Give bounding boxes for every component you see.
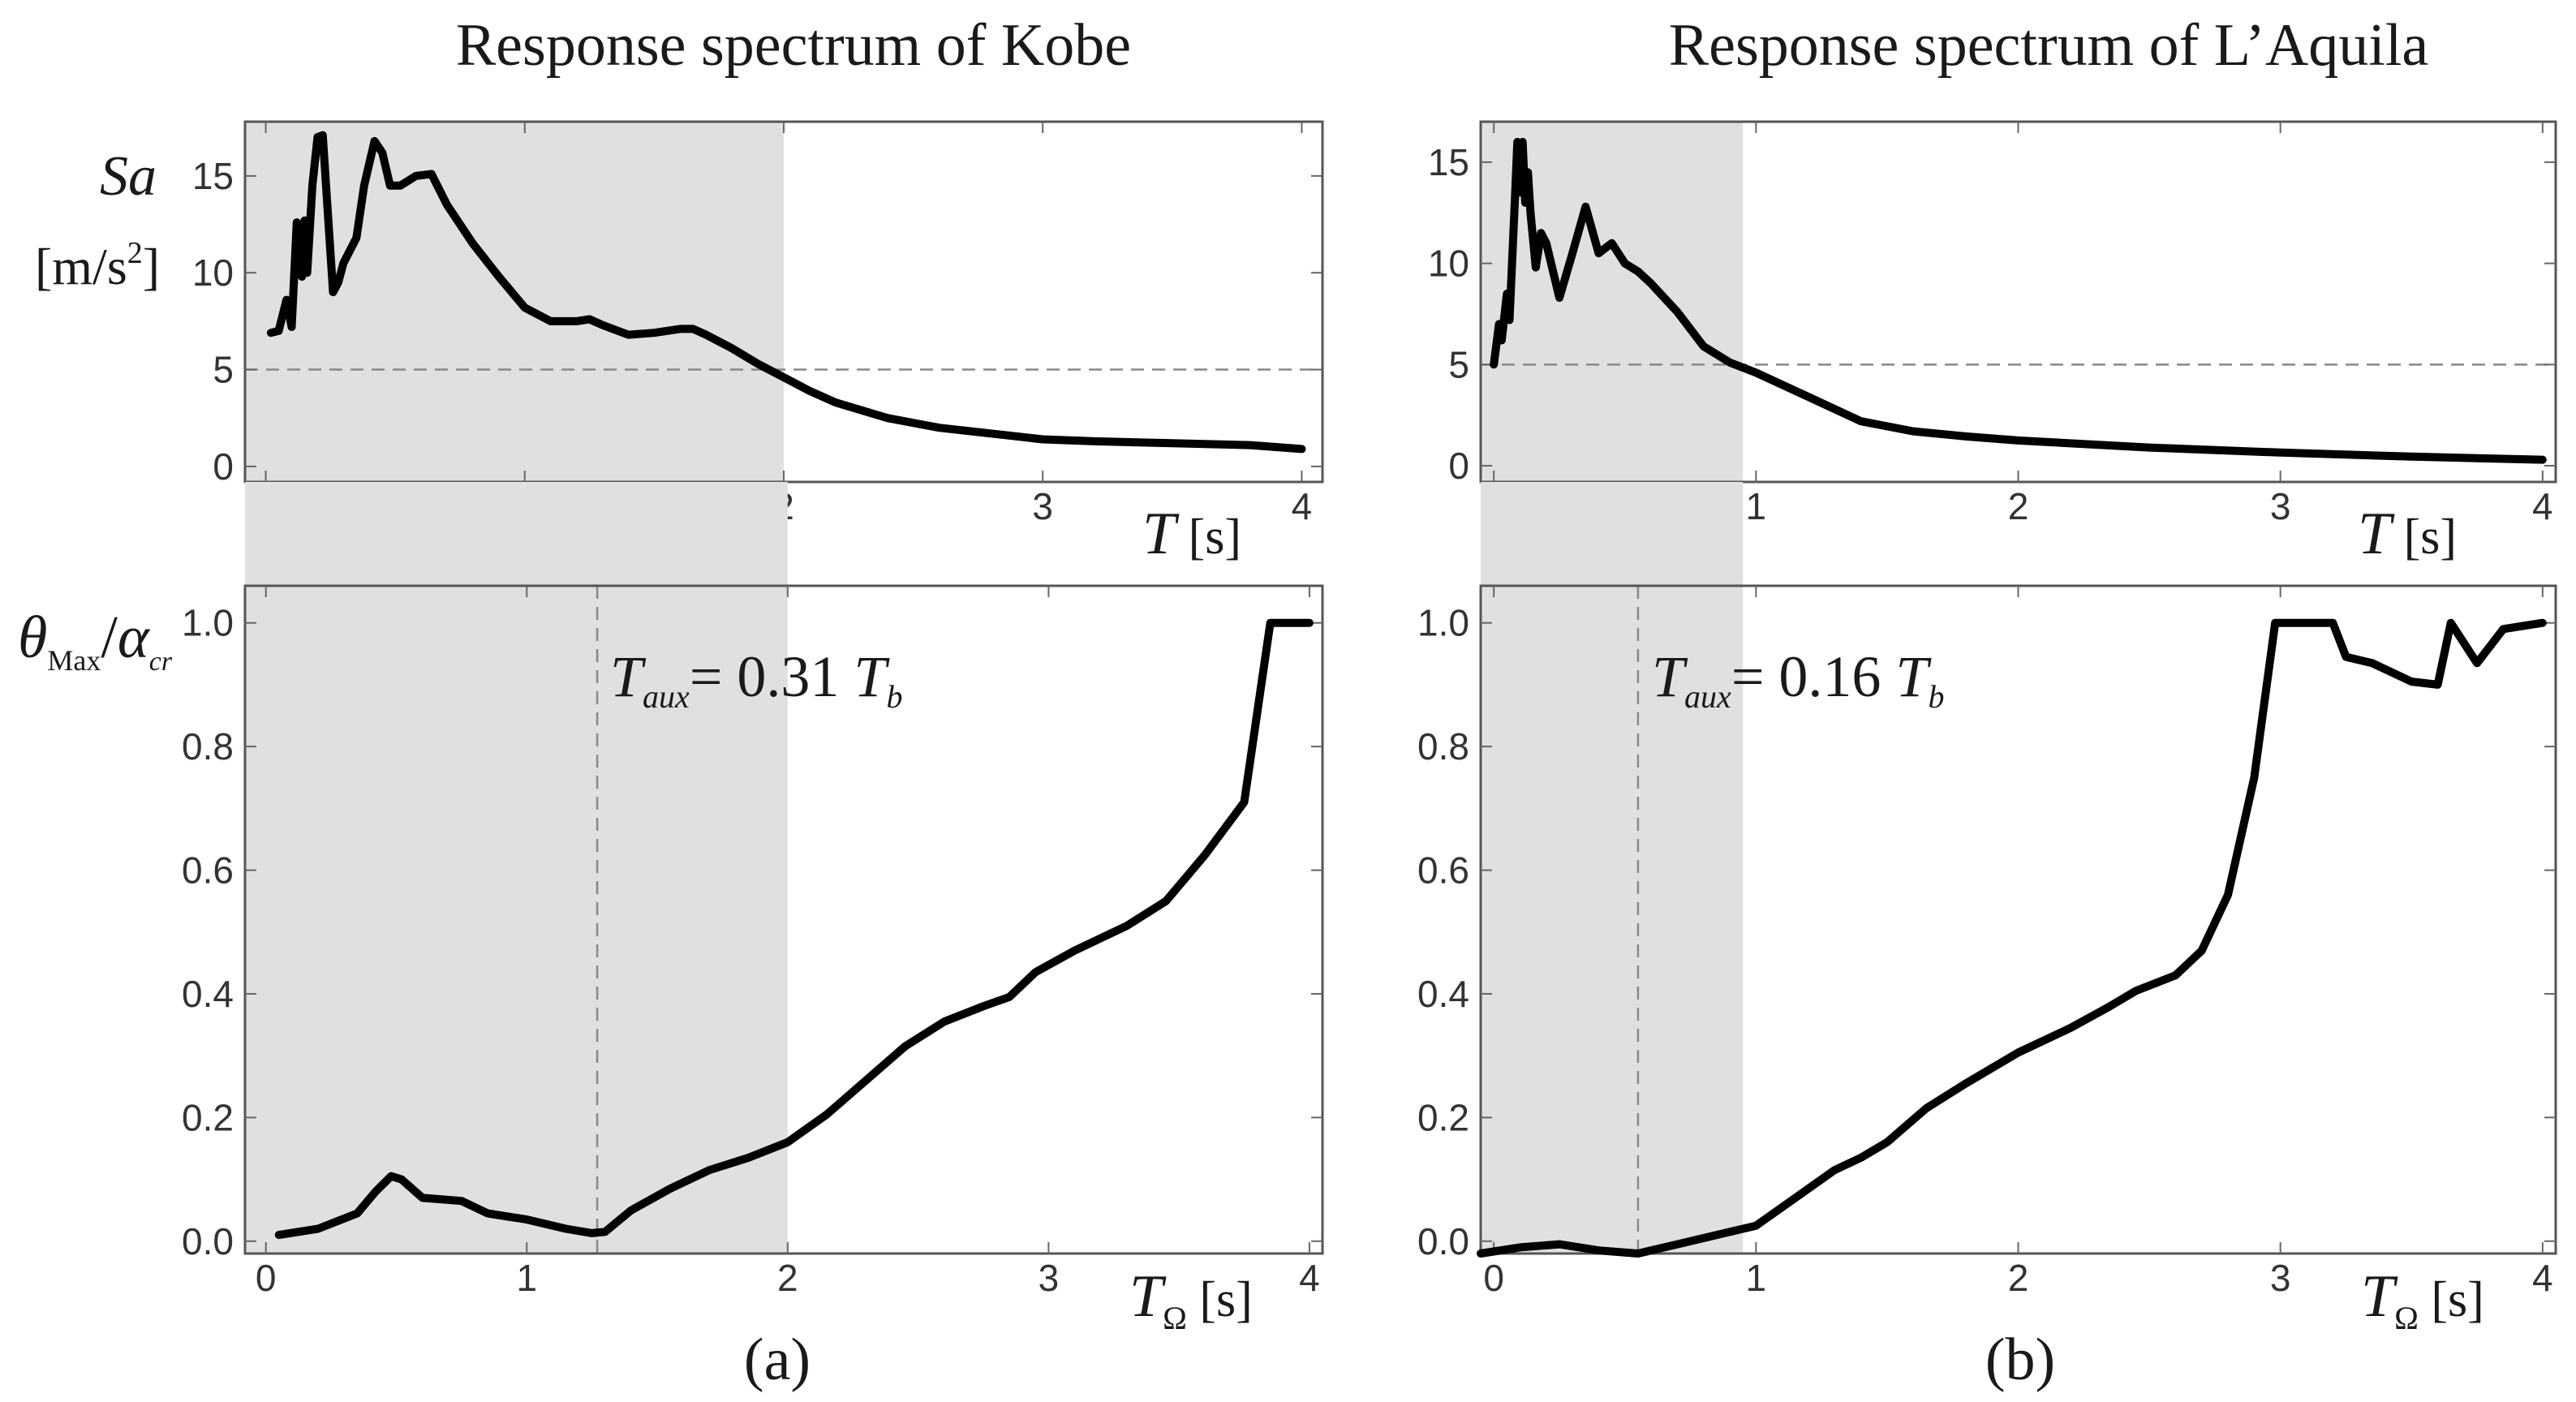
- alpha-subscript: cr: [149, 647, 173, 677]
- x-tick-label: 4: [1292, 485, 1313, 527]
- taux-value-a: = 0.31: [690, 644, 854, 709]
- t-unit-b: [s]: [2391, 510, 2457, 565]
- taux-symbol-b: T: [1652, 644, 1688, 709]
- tomega-symbol-a: T: [1129, 1263, 1167, 1330]
- taux-annotation-a: Taux= 0.31 Tb: [610, 644, 902, 715]
- taux-value-b: = 0.16: [1731, 644, 1896, 709]
- y-tick-label: 10: [192, 252, 234, 294]
- x-tick-label: 1: [1746, 1257, 1767, 1299]
- y-tick-label: 15: [192, 155, 234, 197]
- x-tick-label: 2: [777, 1257, 798, 1299]
- tomega-unit-b: [s]: [2419, 1272, 2484, 1327]
- series-line: [274, 618, 1314, 1240]
- x-tick-label: 2: [2008, 1257, 2029, 1299]
- x-tick-label: 3: [1039, 1257, 1060, 1299]
- x-tick-label: 1: [516, 1257, 537, 1299]
- y-tick-label: 0.8: [1417, 725, 1469, 768]
- t-symbol-b: T: [2358, 501, 2395, 567]
- series-line: [1477, 618, 2547, 1258]
- title-kobe: Response spectrum of Kobe: [456, 12, 1131, 79]
- x-tick-label: 0: [1483, 1257, 1504, 1299]
- alpha-symbol: α: [118, 604, 151, 671]
- y-tick-label: 0: [213, 445, 234, 488]
- y-tick-label: 0.6: [182, 849, 234, 892]
- x-tick-label: 1: [1746, 485, 1767, 527]
- x-tick-label: 0: [256, 1257, 277, 1299]
- panel-kobe-rotation: 0 1 2 3 4 0.0 0.2 0.4 0.6 0.8 1.0: [182, 482, 1324, 1299]
- tomega-subscript-a: Ω: [1163, 1300, 1187, 1336]
- y-tick-label: 0.0: [1417, 1220, 1469, 1262]
- t-unit-a: [s]: [1176, 510, 1241, 565]
- y-tick-label: 0.4: [1417, 973, 1469, 1015]
- t-axis-label-a: T [s]: [1142, 501, 1241, 567]
- y-tick-label: 10: [1428, 243, 1469, 285]
- taux-subscript-a: aux: [643, 678, 690, 715]
- y-tick-label: 0.6: [1417, 849, 1469, 892]
- y-tick-label: 0.2: [182, 1096, 234, 1138]
- x-tick-label: 3: [2270, 1257, 2291, 1299]
- shaded-region: [245, 482, 788, 1254]
- theta-alpha-axis-label: θMax/αcr: [18, 604, 173, 677]
- y-tick-label: 0: [1448, 445, 1469, 487]
- y-tick-label: 0.8: [182, 725, 234, 768]
- tomega-unit-a: [s]: [1187, 1272, 1253, 1327]
- series-line: [266, 131, 1306, 454]
- y-tick-label: 15: [1428, 141, 1469, 183]
- y-tick-label: 1.0: [1417, 602, 1469, 644]
- y-tick-label: 0.2: [1417, 1096, 1469, 1138]
- y-tick-label: 1.0: [182, 602, 234, 644]
- tb-subscript-b: b: [1928, 678, 1944, 715]
- x-tick-label: 4: [1299, 1257, 1320, 1299]
- x-tick-label: 2: [2008, 485, 2029, 527]
- tomega-axis-label-a: TΩ [s]: [1129, 1263, 1253, 1336]
- t-axis-label-b: T [s]: [2358, 501, 2457, 567]
- x-tick-label: 3: [1032, 485, 1053, 527]
- tomega-axis-label-b: TΩ [s]: [2361, 1263, 2484, 1336]
- t-symbol-a: T: [1142, 501, 1180, 567]
- theta-subscript: Max: [47, 644, 101, 677]
- caption-a: (a): [744, 1327, 811, 1393]
- taux-symbol-a: T: [610, 644, 647, 709]
- y-tick-label: 0.4: [182, 973, 234, 1015]
- sa-unit-superscript: 2: [127, 236, 143, 270]
- tb-subscript-a: b: [886, 678, 902, 715]
- caption-b: (b): [1985, 1327, 2055, 1393]
- x-tick-label: 4: [2532, 485, 2553, 527]
- sa-axis-label: Sa: [100, 145, 157, 208]
- sa-unit-close: ]: [143, 238, 160, 295]
- x-tick-label: 3: [2270, 485, 2291, 527]
- title-laquila: Response spectrum of L’Aquila: [1669, 12, 2429, 79]
- sa-axis-unit: [m/s2]: [35, 236, 160, 295]
- taux-annotation-b: Taux= 0.16 Tb: [1652, 644, 1944, 715]
- tomega-symbol-b: T: [2361, 1263, 2398, 1330]
- series-line: [1490, 137, 2547, 464]
- y-tick-label: 5: [1448, 343, 1469, 385]
- tb-symbol-b: T: [1895, 644, 1932, 709]
- slash-symbol: /: [101, 604, 118, 671]
- tomega-subscript-b: Ω: [2394, 1300, 2419, 1336]
- plot-frame: [243, 584, 1324, 1255]
- panel-laquila-rotation: 0 1 2 3 4 0.0 0.2 0.4 0.6 0.8 1.0: [1417, 482, 2557, 1299]
- y-tick-label: 5: [213, 349, 234, 391]
- y-tick-label: 0.0: [182, 1220, 234, 1262]
- x-tick-label: 4: [2532, 1257, 2553, 1299]
- tb-symbol-a: T: [854, 644, 890, 709]
- shaded-region: [1481, 482, 1744, 1254]
- theta-symbol: θ: [18, 604, 47, 671]
- taux-subscript-b: aux: [1684, 678, 1731, 715]
- sa-unit-open: [m/s: [35, 238, 127, 295]
